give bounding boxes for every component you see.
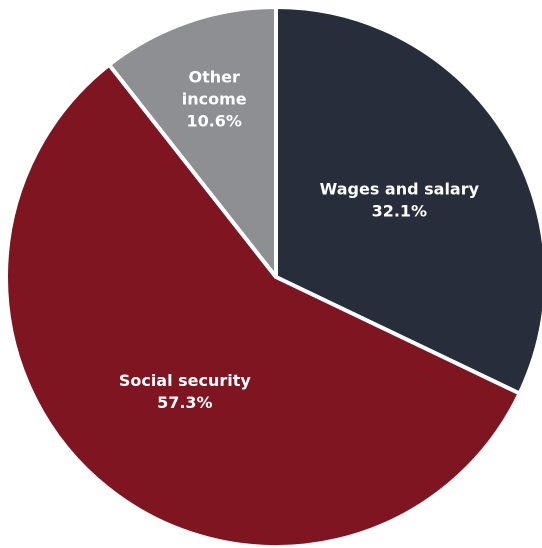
pie-slice-other-income: [107, 5, 278, 279]
pie-label-social-security: Social security 57.3%: [119, 371, 252, 412]
pie-label-other-income: Other income 10.6%: [182, 67, 247, 130]
pie-labels: Wages and salary 32.1% Social security 57.3…: [119, 67, 480, 411]
pie-value-social-security: 57.3%: [157, 393, 213, 412]
pie-slices: [4, 5, 542, 548]
pie-slice-social-security: [4, 62, 522, 548]
pie-value-other-income: 10.6%: [186, 111, 242, 130]
pie-name-other-income: income: [182, 89, 247, 108]
pie-name-wages: Wages and salary: [320, 179, 480, 198]
pie-value-wages: 32.1%: [372, 201, 428, 220]
pie-name-social-security: Social security: [119, 371, 252, 390]
pie-name-other-income: Other: [189, 67, 240, 86]
pie-label-wages: Wages and salary 32.1%: [320, 179, 480, 220]
